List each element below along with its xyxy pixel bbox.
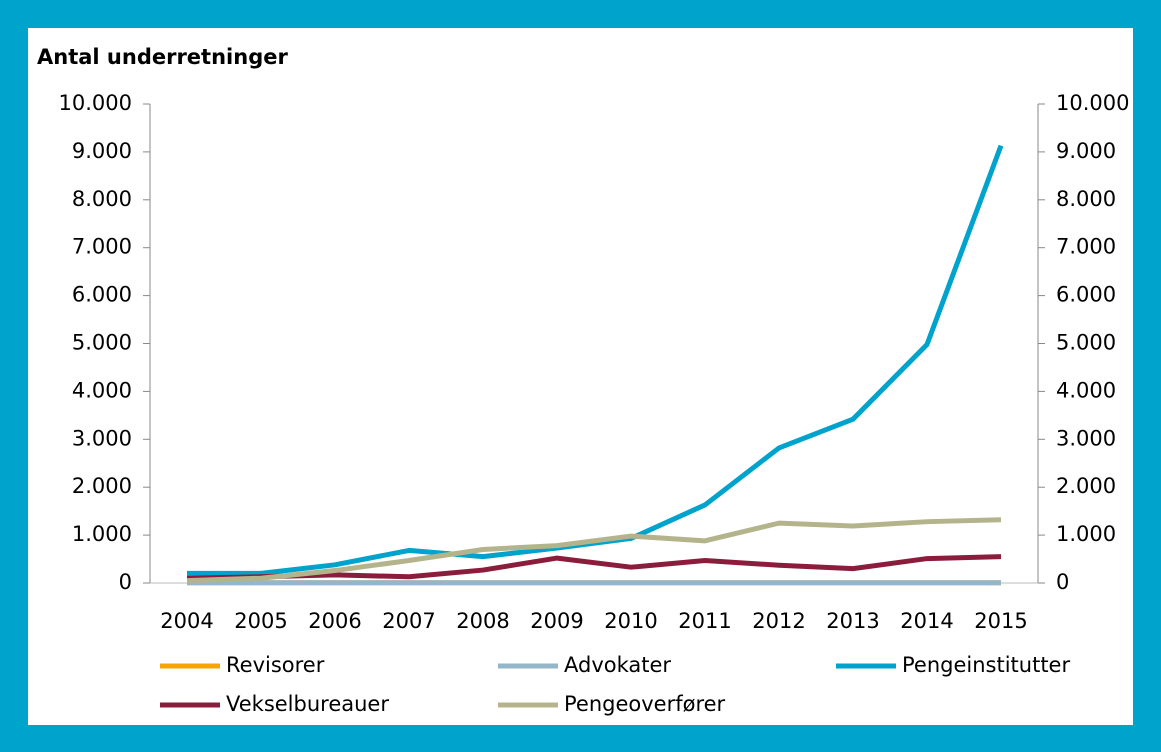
y-tick-label: 4.000 [72,378,132,402]
x-tick-label: 2013 [826,609,879,633]
y-tick-label: 9.000 [72,139,132,163]
y-tick-label: 0 [119,570,132,594]
chart-title: Antal underretninger [37,45,288,69]
y2-tick-label: 1.000 [1056,522,1116,546]
y2-tick-label: 3.000 [1056,426,1116,450]
legend-label: Pengeoverfører [564,692,726,716]
y-tick-label: 8.000 [72,187,132,211]
series-line [186,554,1002,581]
legend-label: Revisorer [226,653,325,677]
x-tick-label: 2007 [382,609,435,633]
legend-label: Advokater [564,653,671,677]
x-tick-label: 2015 [974,609,1027,633]
y-tick-label: 6.000 [72,283,132,307]
x-tick-label: 2008 [456,609,509,633]
y2-tick-label: 9.000 [1056,139,1116,163]
y2-tick-label: 0 [1056,570,1069,594]
legend-label: Vekselbureauer [226,692,389,716]
chart-background [28,28,1133,725]
legend-label: Pengeinstitutter [902,653,1070,677]
y-tick-label: 7.000 [72,235,132,259]
x-tick-label: 2011 [678,609,731,633]
y2-tick-label: 7.000 [1056,235,1116,259]
y2-tick-label: 2.000 [1056,474,1116,498]
x-tick-label: 2010 [604,609,657,633]
x-tick-label: 2005 [234,609,287,633]
y2-tick-label: 10.000 [1056,91,1129,115]
y2-tick-label: 6.000 [1056,283,1116,307]
y-tick-label: 5.000 [72,331,132,355]
y-tick-label: 1.000 [72,522,132,546]
y-tick-label: 3.000 [72,426,132,450]
y2-tick-label: 8.000 [1056,187,1116,211]
y-tick-label: 2.000 [72,474,132,498]
series-line [186,517,1002,584]
x-tick-label: 2009 [530,609,583,633]
x-tick-label: 2014 [900,609,953,633]
x-tick-label: 2004 [160,609,213,633]
y2-tick-label: 5.000 [1056,331,1116,355]
y-tick-label: 10.000 [59,91,132,115]
x-tick-label: 2006 [308,609,361,633]
y2-tick-label: 4.000 [1056,378,1116,402]
x-tick-label: 2012 [752,609,805,633]
